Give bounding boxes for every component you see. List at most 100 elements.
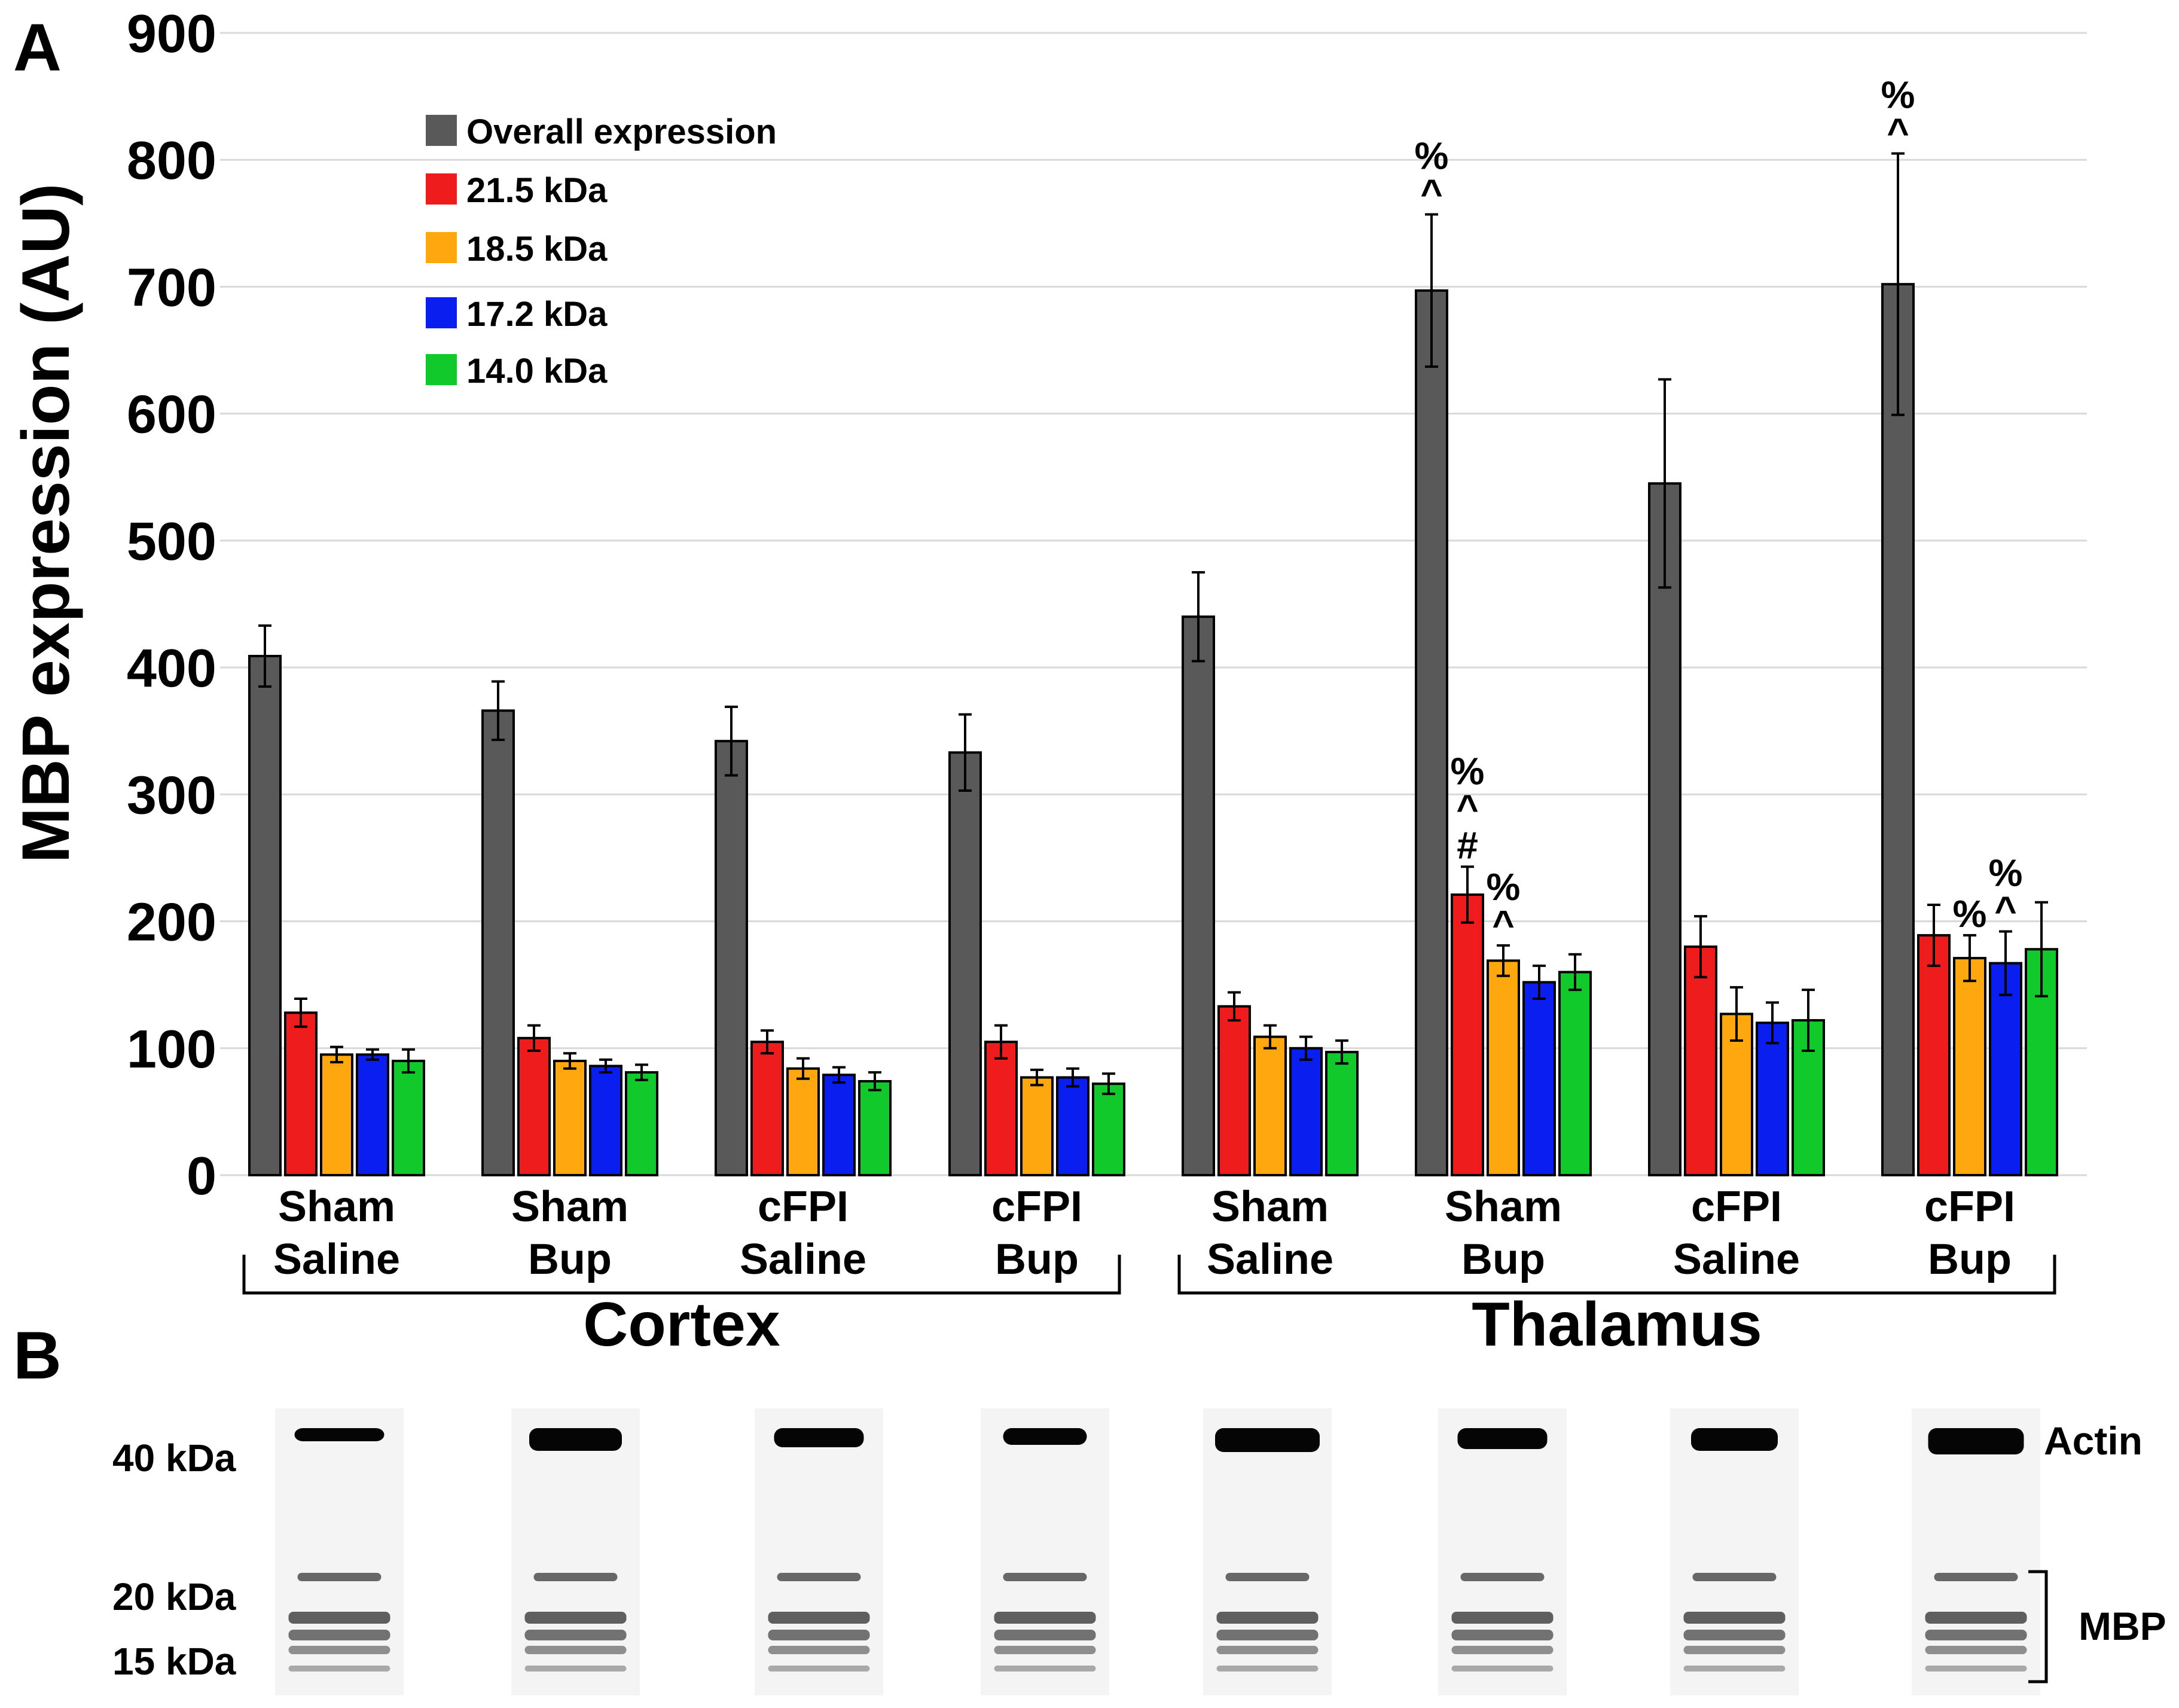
mbp-band	[768, 1666, 870, 1672]
bar	[1917, 934, 1951, 1177]
y-tick-label: 200	[127, 893, 216, 953]
annotation-mark: %	[1881, 74, 1915, 117]
panel-label-b: B	[13, 1318, 62, 1393]
error-bar	[2035, 901, 2048, 998]
region-label: Cortex	[583, 1290, 780, 1359]
legend-label: 18.5 kDa	[466, 230, 608, 269]
mbp-band	[288, 1646, 390, 1654]
bar	[356, 1053, 389, 1177]
error-bar	[635, 1063, 648, 1081]
bar	[517, 1036, 551, 1177]
annotation-mark: %	[1415, 134, 1449, 177]
bar-series	[248, 152, 2058, 1177]
bar	[1092, 1082, 1125, 1176]
x-tick-label: Sham	[1445, 1183, 1562, 1231]
marker-label-40kda: 40 kDa	[112, 1436, 236, 1480]
blot-lane	[981, 1408, 1109, 1695]
error-bar	[1461, 865, 1474, 924]
legend-item: 14.0 kDa	[426, 352, 608, 391]
mbp-band	[1451, 1630, 1554, 1640]
series-21-5-kda	[284, 865, 1951, 1177]
error-bar	[492, 680, 505, 742]
region-brackets: Cortex Thalamus	[242, 1255, 2056, 1359]
x-tick-label: Saline	[740, 1236, 866, 1283]
bar	[1451, 893, 1484, 1176]
blot-lane	[1670, 1408, 1799, 1695]
blot-lanes	[275, 1408, 2040, 1695]
error-bar	[599, 1058, 612, 1074]
x-tick-label: Sham	[511, 1183, 628, 1231]
legend: Overall expression 21.5 kDa 18.5 kDa 17.2 k…	[426, 112, 777, 391]
actin-band	[1691, 1428, 1778, 1451]
bar	[1056, 1076, 1090, 1176]
bar	[481, 709, 515, 1177]
mbp-band	[1216, 1630, 1319, 1640]
mbp-band	[1451, 1666, 1554, 1672]
annotation-mark: ^	[1456, 786, 1478, 829]
error-bar	[832, 1066, 846, 1084]
mbp-band	[1216, 1646, 1319, 1654]
error-bar	[1658, 378, 1671, 589]
actin-band	[1457, 1428, 1548, 1449]
mbp-band	[524, 1612, 627, 1624]
bar	[1684, 946, 1717, 1176]
error-bar	[1264, 1024, 1277, 1050]
marker-label-20kda: 20 kDa	[112, 1575, 236, 1618]
mbp-band	[777, 1573, 861, 1581]
bar	[1217, 1005, 1251, 1176]
actin-band	[774, 1428, 864, 1447]
mbp-band	[1934, 1573, 2018, 1581]
error-bar	[366, 1048, 379, 1061]
legend-swatch	[426, 297, 457, 328]
actin-label: Actin	[2044, 1419, 2143, 1463]
error-bar	[1927, 903, 1940, 967]
bar	[1325, 1051, 1359, 1176]
bar	[948, 751, 982, 1177]
error-bar	[1694, 915, 1707, 978]
legend-swatch	[426, 232, 457, 263]
region-label: Thalamus	[1472, 1290, 1762, 1359]
mbp-band	[1216, 1612, 1319, 1624]
x-tick-label: cFPI	[1691, 1183, 1782, 1231]
bar	[750, 1041, 784, 1176]
series-overall-expression	[248, 152, 1915, 1177]
bar	[1415, 289, 1448, 1176]
western-blot: 40 kDa 20 kDa 15 kDa Actin MBP	[112, 1408, 2166, 1695]
bar	[1182, 615, 1215, 1176]
mbp-band	[1683, 1666, 1786, 1672]
legend-label: 21.5 kDa	[466, 171, 608, 210]
actin-band	[1003, 1428, 1087, 1445]
x-tick-label: Bup	[1461, 1236, 1545, 1283]
error-bar	[1425, 213, 1438, 368]
bar	[786, 1067, 820, 1176]
bar	[625, 1071, 658, 1176]
bar	[1487, 959, 1520, 1177]
error-bar	[1030, 1068, 1043, 1087]
x-tick-label: Sham	[1211, 1183, 1329, 1231]
annotation-mark: %	[1953, 892, 1987, 935]
legend-item: 17.2 kDa	[426, 295, 608, 334]
error-bar	[868, 1071, 881, 1091]
legend-label: 14.0 kDa	[466, 352, 608, 391]
bar	[1020, 1076, 1054, 1176]
y-tick-label: 900	[127, 4, 216, 64]
error-bar	[402, 1048, 415, 1074]
error-bar	[1228, 991, 1241, 1022]
legend-label: 17.2 kDa	[466, 295, 608, 334]
error-bar	[258, 624, 271, 688]
mbp-band	[1925, 1666, 2027, 1672]
series-17-2-kda	[356, 930, 2022, 1177]
legend-swatch	[426, 354, 457, 385]
bar	[553, 1060, 587, 1176]
x-tick-label: Sham	[278, 1183, 395, 1231]
annotation-mark: #	[1457, 824, 1478, 867]
y-tick-label: 400	[127, 639, 216, 699]
error-bar	[1963, 934, 1976, 983]
error-bar	[1730, 986, 1743, 1042]
bar	[822, 1073, 856, 1177]
mbp-band	[1925, 1646, 2027, 1654]
legend-swatch	[426, 115, 457, 146]
annotation-mark: ^	[1492, 902, 1514, 946]
y-tick-label: 100	[127, 1020, 216, 1079]
blot-lane	[1912, 1408, 2040, 1695]
